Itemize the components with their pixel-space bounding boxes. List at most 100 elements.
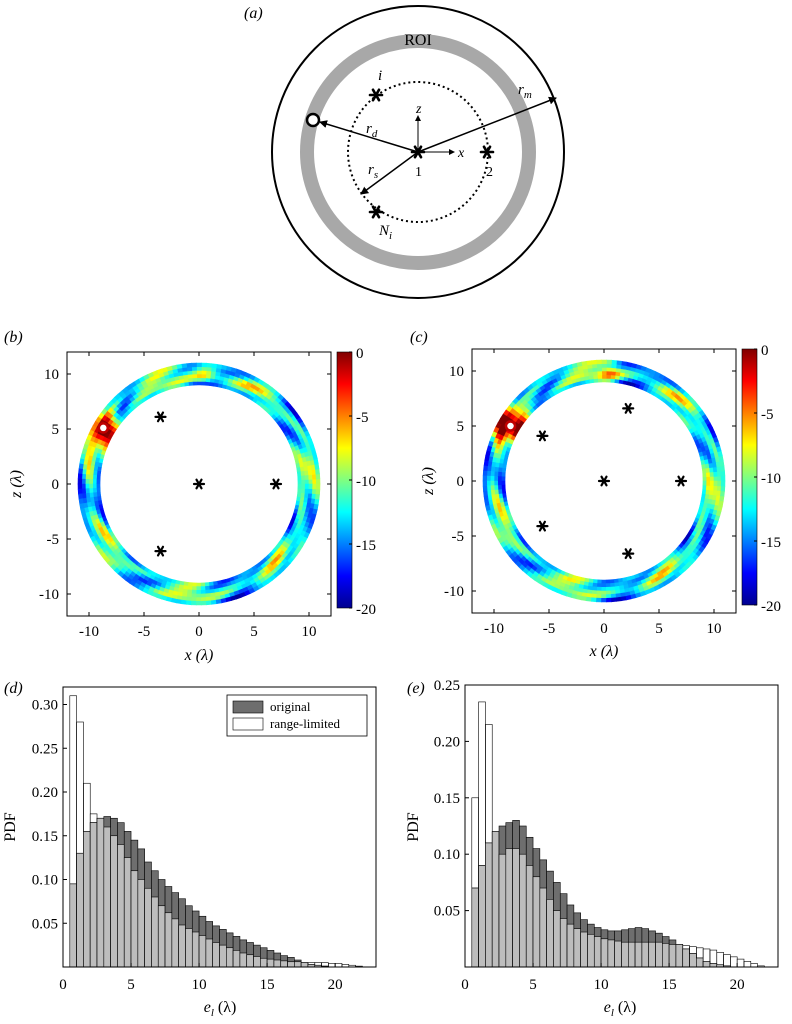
ring-cell: [314, 498, 320, 505]
ring-cell: [591, 359, 597, 365]
panel-d-bars: [69, 695, 363, 968]
bar-range-limited: [246, 954, 254, 968]
x-tick-label: 0: [600, 621, 608, 637]
bar-overlap: [69, 883, 77, 968]
bar-range-limited: [546, 899, 554, 968]
bar-range-limited: [212, 942, 220, 968]
bar-range-limited: [226, 947, 234, 968]
ring-cell: [483, 460, 489, 467]
ring-cell: [497, 484, 503, 491]
ring-cell: [78, 493, 83, 500]
ring-cell: [605, 583, 612, 588]
ring-cell: [709, 471, 715, 477]
colorbar-tick-label: -15: [761, 535, 781, 551]
bar-range-limited: [648, 941, 656, 968]
x-tick-label: 15: [260, 977, 275, 993]
sensor-ni-marker: [368, 205, 384, 219]
bar-overlap: [76, 852, 84, 968]
ring-cell: [601, 378, 607, 383]
sensor-2-marker: [479, 145, 495, 159]
ring-cell: [196, 593, 202, 598]
source-marker: [305, 112, 321, 128]
y-tick-label: -5: [47, 532, 60, 548]
y-tick-label: 5: [52, 422, 60, 438]
ring-cell: [601, 367, 607, 372]
ring-cell: [300, 474, 306, 481]
ring-cell: [486, 470, 492, 477]
bar-range-limited: [171, 918, 179, 968]
x-tick-label: 5: [250, 624, 258, 640]
y-tick-label: 0: [457, 474, 465, 490]
bar-range-limited: [185, 928, 193, 968]
ring-cell: [486, 475, 491, 482]
ring-cell: [77, 473, 83, 480]
ring-cell: [709, 476, 715, 482]
ring-cell: [95, 479, 101, 485]
ring-cell: [308, 474, 313, 480]
panel-c-markers: [504, 402, 688, 560]
ring-cell: [315, 493, 320, 500]
ring-cell: [312, 478, 317, 485]
ring-cell: [297, 479, 303, 485]
bar-range-limited: [491, 831, 500, 968]
ring-cell: [596, 586, 603, 592]
ring-cell: [490, 485, 495, 491]
y-tick-label: 0.05: [32, 916, 58, 932]
ring-cell: [308, 483, 314, 490]
bar-overlap: [478, 865, 486, 968]
bar-range-limited: [723, 954, 731, 968]
sensor-marker: [597, 475, 611, 487]
ring-cell: [483, 490, 488, 497]
ring-cell: [720, 480, 726, 487]
x-tick-label: 5: [655, 621, 663, 637]
ring-cell: [601, 579, 607, 584]
roi-outer-boundary: [271, 5, 565, 299]
panel-d-label: (d): [4, 680, 23, 697]
ring-cell: [308, 488, 313, 494]
panel-b-colorbar-ticks: 0 -5 -10 -15 -20: [349, 346, 376, 618]
panel-e-ticks: 0 5 10 15 20 0.05 0.10 0.15 0.20 0.25: [434, 678, 745, 993]
ring-cell: [601, 590, 607, 595]
ring-cell: [304, 474, 310, 480]
y-tick-label: 0.30: [32, 698, 58, 714]
ring-cell: [720, 470, 726, 477]
panel-d-xlabel: el (λ): [204, 999, 237, 1019]
sensor-marker: [192, 478, 206, 490]
ring-cell: [196, 362, 202, 368]
x-tick-label: 20: [328, 977, 343, 993]
bar-range-limited: [117, 844, 125, 968]
bar-range-limited: [614, 940, 622, 968]
ring-cell: [713, 485, 718, 491]
bar-range-limited: [178, 924, 186, 968]
ring-cell: [601, 597, 607, 603]
x-tick-label: 0: [461, 977, 469, 993]
colorbar-tick-label: -15: [356, 538, 376, 554]
ring-cell: [315, 478, 321, 485]
panel-a-schematic: (a) ROI i: [244, 5, 565, 299]
y-tick-label: 0.20: [32, 785, 58, 801]
ring-cell: [96, 475, 101, 481]
ring-cell: [596, 594, 602, 599]
label-rm: rm: [518, 82, 532, 101]
ring-cell: [77, 478, 83, 485]
ring-cell: [81, 478, 86, 485]
sensor-1-marker: [410, 145, 426, 159]
ring-cell: [605, 378, 611, 383]
roi-ring: [300, 34, 536, 270]
ring-cell: [78, 463, 84, 470]
y-tick-label: 0.10: [434, 847, 460, 863]
panel-e-histogram: (e) 0 5 10 15 20 0.05 0.10 0.15 0.20 0.25 PDF el …: [405, 678, 779, 1019]
ring-cell: [297, 475, 302, 481]
ring-cell: [297, 487, 302, 493]
ring-cell: [77, 483, 83, 490]
x-tick-label: 5: [127, 977, 135, 993]
bar-overlap: [89, 822, 98, 968]
bar-range-limited: [580, 931, 588, 968]
bar-range-limited: [300, 962, 309, 968]
ring-cell: [486, 485, 492, 492]
ring-cell: [187, 585, 193, 591]
bar-range-limited: [266, 958, 275, 968]
ring-cell: [196, 589, 202, 595]
ring-cell: [196, 586, 202, 591]
